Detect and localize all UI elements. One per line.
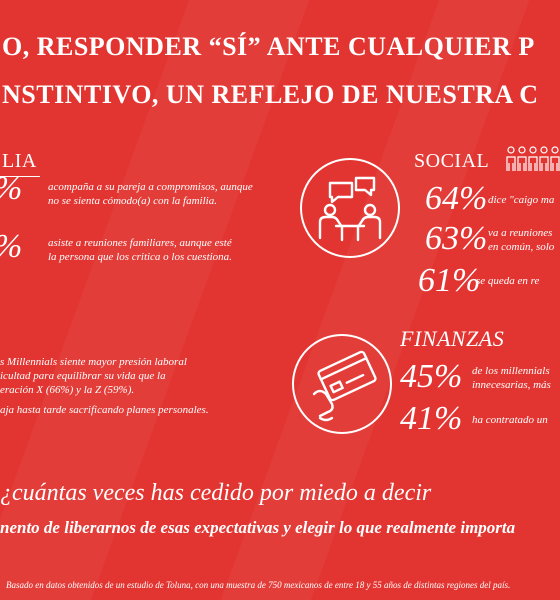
familia-heading: LIA (2, 150, 37, 172)
social-stat-2-line-2: en común, solo (488, 241, 555, 253)
social-stat-2-line-1: va a reuniones (488, 227, 553, 239)
people-row-icon (506, 146, 560, 171)
trabajo-line-3: eración X (66%) y la Z (59%). (0, 384, 135, 396)
finanzas-stat-2-pct: 41% (400, 400, 463, 437)
familia-stat-1-pct: % (0, 170, 22, 208)
credit-card-icon (312, 350, 377, 422)
social-meeting-icon (318, 176, 382, 242)
social-stat-1-line-1: dice "caigo ma (488, 194, 555, 206)
familia-underline (0, 176, 40, 177)
social-stat-1-pct: 64% (425, 180, 488, 217)
social-heading: SOCIAL (414, 150, 490, 172)
social-stat-2-pct: 63% (425, 220, 488, 257)
headline-line-2: NSTINTIVO, UN REFLEJO DE NUESTRA C (2, 80, 539, 109)
trabajo-line-2: icultad para equilibrar su vida que la (0, 370, 166, 382)
social-stat-3-pct: 61% (418, 262, 481, 299)
finanzas-stat-2-line-1: ha contratado un (472, 414, 548, 426)
social-stat-3-line-1: se queda en re (476, 275, 540, 287)
finanzas-stat-1-pct: 45% (400, 358, 463, 395)
familia-stat-2-pct: % (0, 228, 22, 266)
familia-stat-1-line-2: no se sienta cómodo(a) con la familia. (48, 195, 217, 207)
finanzas-stat-1-line-2: innecesarias, más (472, 379, 551, 391)
familia-stat-2-line-1: asiste a reuniones familiares, aunque es… (48, 237, 232, 249)
familia-stat-1-line-1: acompaña a su pareja a compromisos, aunq… (48, 181, 253, 193)
footnote: Basado en datos obtenidos de un estudio … (6, 580, 511, 590)
headline-line-1: O, RESPONDER “SÍ” ANTE CUALQUIER P (2, 32, 535, 61)
finanzas-heading: FINANZAS (400, 326, 505, 351)
finanzas-stat-1-line-1: de los millennials (472, 365, 550, 377)
social-icon-circle (300, 158, 400, 258)
question-text: ¿cuántas veces has cedido por miedo a de… (0, 480, 432, 506)
familia-stat-2-line-2: la persona que los critica o los cuestio… (48, 251, 232, 263)
trabajo-line-4: aja hasta tarde sacrificando planes pers… (0, 404, 209, 416)
trabajo-line-1: s Millennials siente mayor presión labor… (0, 356, 187, 368)
finanzas-icon-circle (292, 334, 392, 434)
subtitle-text: nento de liberarnos de esas expectativas… (0, 518, 516, 537)
